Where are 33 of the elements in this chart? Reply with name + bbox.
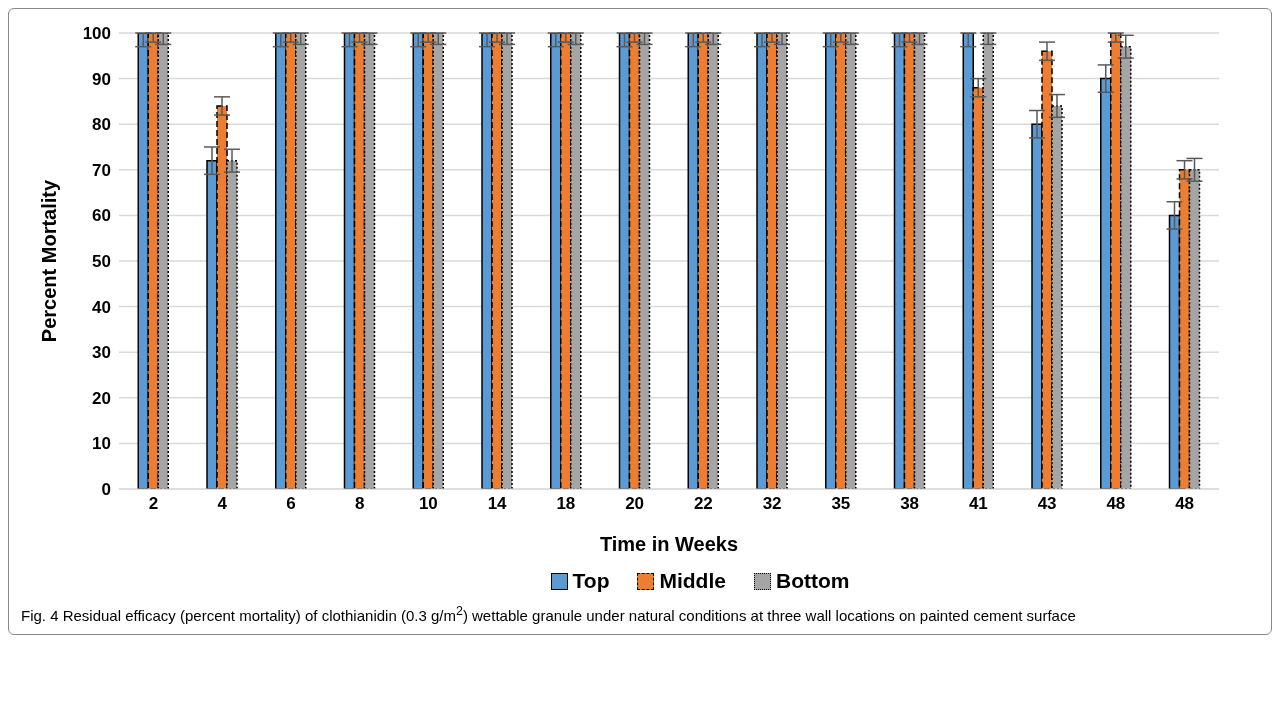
- x-tick-label: 10: [418, 494, 438, 514]
- y-tick-label: 40: [92, 297, 111, 317]
- x-tick-label: 20: [625, 494, 645, 514]
- x-tick-label: 38: [900, 494, 920, 514]
- y-tick-label: 20: [92, 388, 111, 408]
- x-tick-label: 14: [487, 494, 508, 514]
- x-tick-label: 32: [762, 494, 782, 514]
- y-axis-title: Percent Mortality: [38, 178, 61, 343]
- y-tick-label: 50: [92, 252, 111, 272]
- y-tick-label: 30: [92, 343, 111, 363]
- y-tick-label: 10: [92, 434, 111, 454]
- legend-label: Top: [572, 569, 610, 593]
- legend-label: Middle: [659, 569, 726, 593]
- y-tick-label: 60: [92, 206, 111, 226]
- caption: Fig. 4 Residual efficacy (percent mortality) of clothianidin (0.3 g/m$^{2}$) wettable granule under natural conditions at three wall locations on painted cement surface: [21, 603, 1077, 626]
- x-tick-label: 35: [831, 494, 851, 514]
- x-tick-label: 18: [556, 494, 576, 514]
- x-tick-label: 48: [1175, 494, 1195, 514]
- x-tick-label: 48: [1106, 494, 1126, 514]
- x-axis-title: Time in Weeks: [599, 533, 739, 555]
- y-tick-label: 70: [92, 160, 111, 180]
- y-tick-label: 0: [101, 480, 111, 500]
- x-tick-label: 43: [1037, 494, 1057, 514]
- y-tick-label: 90: [92, 69, 111, 89]
- x-tick-label: 2: [148, 494, 159, 514]
- x-tick-label: 4: [217, 494, 228, 514]
- x-tick-label: 6: [286, 494, 296, 514]
- y-tick-label: 100: [82, 24, 111, 44]
- x-tick-label: 41: [968, 494, 988, 514]
- x-tick-label: 8: [354, 494, 365, 514]
- legend-label: Bottom: [775, 569, 850, 593]
- y-tick-label: 80: [92, 115, 111, 135]
- x-tick-label: 22: [693, 494, 713, 514]
